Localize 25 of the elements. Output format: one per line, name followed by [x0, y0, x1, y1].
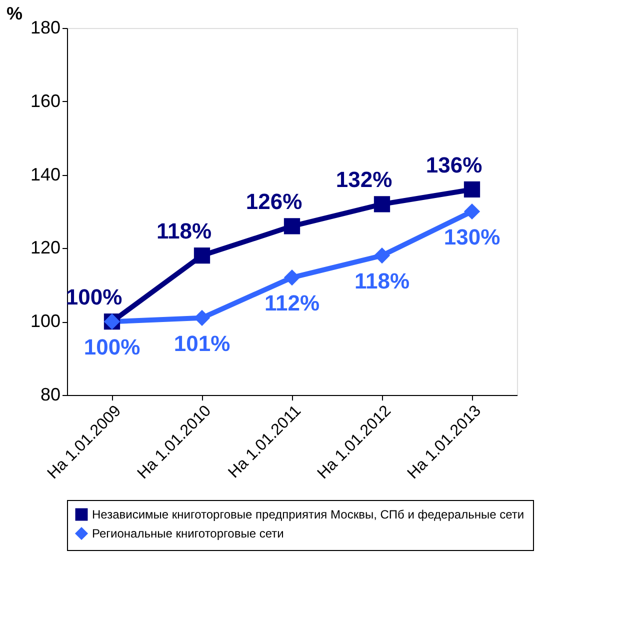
- data-label: 136%: [426, 152, 482, 178]
- data-label: 118%: [354, 268, 410, 294]
- y-tick-label: 140: [30, 164, 60, 184]
- legend-label: Региональные книготорговые сети: [92, 526, 284, 540]
- y-tick-label: 160: [30, 90, 60, 111]
- data-label: 126%: [246, 189, 302, 214]
- data-label: 112%: [264, 290, 320, 316]
- data-label: 130%: [444, 224, 500, 250]
- point: [194, 247, 210, 264]
- point: [374, 247, 390, 264]
- y-tick-label: 80: [40, 384, 60, 404]
- data-label: 118%: [156, 218, 212, 244]
- data-label: 100%: [84, 334, 140, 360]
- y-tick-label: 100: [30, 311, 60, 332]
- data-label: 101%: [174, 330, 230, 356]
- y-tick-label: 120: [30, 238, 60, 258]
- y-tick-label: 180: [30, 18, 60, 38]
- point: [374, 196, 390, 212]
- y-axis-title: %: [6, 4, 22, 24]
- legend-label: Независимые книготорговые предприятия Москвы, СПб и федеральные сети: [92, 508, 524, 522]
- point: [284, 270, 300, 286]
- point: [464, 203, 480, 220]
- point: [284, 218, 300, 234]
- data-label: 132%: [336, 167, 392, 192]
- point: [464, 181, 480, 198]
